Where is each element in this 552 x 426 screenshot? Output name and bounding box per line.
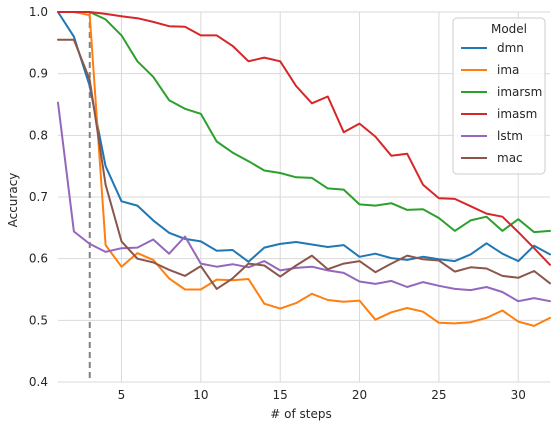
x-tick-label: 25: [431, 388, 446, 402]
x-tick-label: 30: [511, 388, 526, 402]
x-tick-label: 15: [273, 388, 288, 402]
series-line-lstm: [57, 101, 551, 303]
y-tick-label: 0.6: [29, 252, 48, 266]
x-tick-label: 5: [118, 388, 126, 402]
tick-labels: 0.4 0.5 0.6 0.7 0.8 0.9 1.0 5 10 15 20 25 30: [29, 5, 526, 402]
series-line-imasm: [57, 11, 551, 266]
series-line-mac: [57, 38, 551, 290]
legend-label-ima: ima: [497, 63, 519, 77]
legend-label-lstm: lstm: [497, 129, 523, 143]
legend: Model dmn ima imarsm imasm lstm mac: [452, 17, 546, 175]
legend-label-dmn: dmn: [497, 41, 524, 55]
legend-label-imarsm: imarsm: [497, 85, 542, 99]
legend-label-mac: mac: [497, 151, 523, 165]
series-layer: [57, 11, 551, 327]
y-tick-label: 0.4: [29, 375, 48, 389]
legend-label-imasm: imasm: [497, 107, 537, 121]
y-tick-label: 0.9: [29, 67, 48, 81]
series-line-dmn: [57, 11, 551, 263]
x-tick-label: 20: [352, 388, 367, 402]
x-tick-label: 10: [193, 388, 208, 402]
x-axis-label: # of steps: [270, 407, 331, 421]
y-tick-label: 0.7: [29, 190, 48, 204]
y-axis-label: Accuracy: [6, 173, 20, 228]
y-tick-label: 0.5: [29, 313, 48, 327]
y-tick-label: 1.0: [29, 5, 48, 19]
series-line-imarsm: [57, 11, 551, 234]
y-tick-label: 0.8: [29, 128, 48, 142]
series-line-ima: [57, 11, 551, 327]
legend-title: Model: [491, 22, 527, 36]
